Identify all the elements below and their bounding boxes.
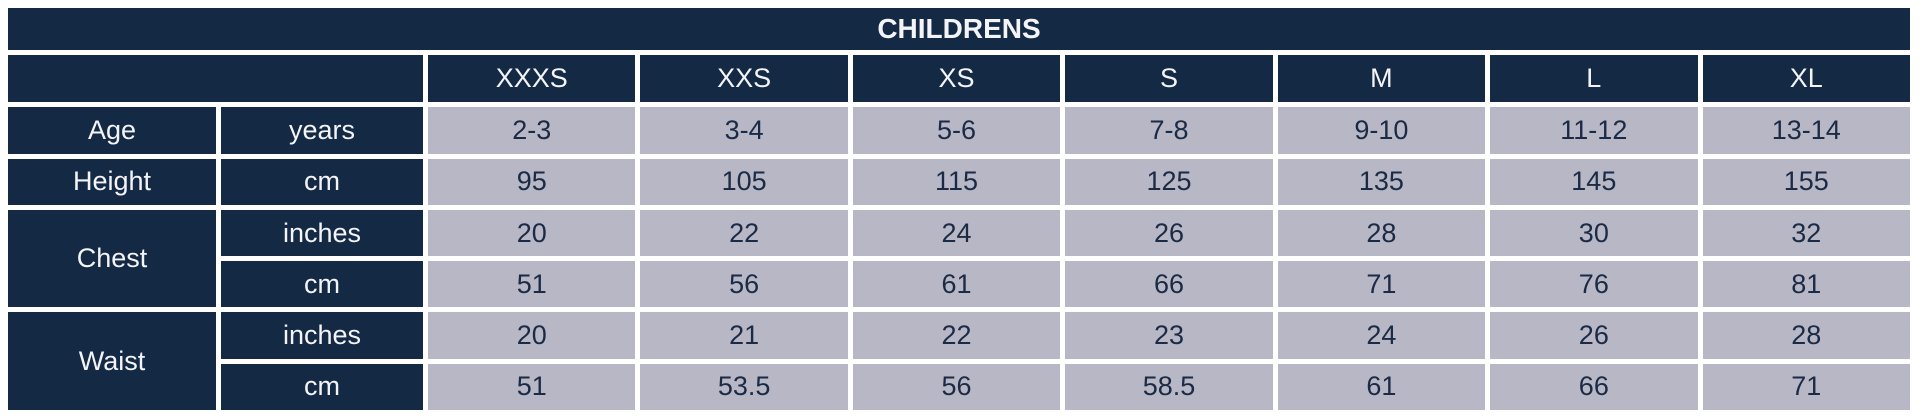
waist-inches-value-cell: 26 bbox=[1490, 312, 1698, 359]
age-value-cell: 13-14 bbox=[1702, 107, 1910, 154]
waist-cm-row: cm 51 53.5 56 58.5 61 66 71 bbox=[8, 363, 1910, 410]
age-value-cell: 3-4 bbox=[640, 107, 848, 154]
age-label-cell: Age bbox=[8, 107, 216, 154]
size-header-m: M bbox=[1277, 55, 1486, 103]
waist-label-cell: Waist bbox=[8, 312, 216, 410]
waist-inches-value-cell: 23 bbox=[1065, 312, 1273, 359]
chest-inches-value-cell: 22 bbox=[640, 209, 848, 257]
chest-cm-value-cell: 61 bbox=[852, 261, 1061, 308]
chest-cm-unit-cell: cm bbox=[221, 261, 423, 308]
waist-inches-value-cell: 28 bbox=[1702, 312, 1910, 359]
age-value-cell: 2-3 bbox=[428, 107, 636, 154]
chest-inches-value-cell: 24 bbox=[852, 209, 1061, 257]
height-value-cell: 115 bbox=[852, 158, 1061, 205]
waist-inches-value-cell: 20 bbox=[428, 312, 636, 359]
height-value-cell: 95 bbox=[428, 158, 636, 205]
chart-title: CHILDRENS bbox=[8, 8, 1910, 51]
chest-label-cell: Chest bbox=[8, 209, 216, 308]
height-row: Height cm 95 105 115 125 135 145 155 bbox=[8, 158, 1910, 205]
waist-cm-value-cell: 53.5 bbox=[640, 363, 848, 410]
age-row: Age years 2-3 3-4 5-6 7-8 9-10 11-12 13-… bbox=[8, 107, 1910, 154]
title-row: CHILDRENS bbox=[8, 8, 1910, 51]
chest-inches-value-cell: 30 bbox=[1490, 209, 1698, 257]
height-unit-cell: cm bbox=[221, 158, 423, 205]
waist-inches-row: Waist inches 20 21 22 23 24 26 28 bbox=[8, 312, 1910, 410]
height-value-cell: 155 bbox=[1702, 158, 1910, 205]
waist-inches-unit-cell: inches bbox=[221, 312, 423, 359]
age-value-cell: 9-10 bbox=[1277, 107, 1486, 154]
chest-cm-row: cm 51 56 61 66 71 76 81 bbox=[8, 261, 1910, 308]
waist-cm-value-cell: 51 bbox=[428, 363, 636, 410]
age-value-cell: 11-12 bbox=[1490, 107, 1698, 154]
chest-cm-value-cell: 51 bbox=[428, 261, 636, 308]
height-value-cell: 105 bbox=[640, 158, 848, 205]
chest-cm-value-cell: 76 bbox=[1490, 261, 1698, 308]
waist-cm-value-cell: 61 bbox=[1277, 363, 1486, 410]
chest-cm-value-cell: 66 bbox=[1065, 261, 1273, 308]
height-label-cell: Height bbox=[8, 158, 216, 205]
age-value-cell: 7-8 bbox=[1065, 107, 1273, 154]
age-value-cell: 5-6 bbox=[852, 107, 1061, 154]
size-row-spacer-cell bbox=[8, 55, 423, 103]
size-header-s: S bbox=[1065, 55, 1273, 103]
chest-inches-row: Chest inches 20 22 24 26 28 30 32 bbox=[8, 209, 1910, 308]
chest-cm-value-cell: 56 bbox=[640, 261, 848, 308]
height-value-cell: 135 bbox=[1277, 158, 1486, 205]
waist-inches-value-cell: 24 bbox=[1277, 312, 1486, 359]
waist-cm-value-cell: 66 bbox=[1490, 363, 1698, 410]
size-header-xl: XL bbox=[1702, 55, 1910, 103]
chest-inches-unit-cell: inches bbox=[221, 209, 423, 257]
waist-inches-value-cell: 21 bbox=[640, 312, 848, 359]
size-header-xs: XS bbox=[852, 55, 1061, 103]
chest-cm-value-cell: 71 bbox=[1277, 261, 1486, 308]
chest-inches-value-cell: 20 bbox=[428, 209, 636, 257]
chest-inches-value-cell: 26 bbox=[1065, 209, 1273, 257]
waist-cm-value-cell: 56 bbox=[852, 363, 1061, 410]
chest-inches-value-cell: 32 bbox=[1702, 209, 1910, 257]
age-unit-cell: years bbox=[221, 107, 423, 154]
size-header-xxs: XXS bbox=[640, 55, 848, 103]
size-header-xxxs: XXXS bbox=[428, 55, 636, 103]
size-header-l: L bbox=[1490, 55, 1698, 103]
size-header-row: XXXS XXS XS S M L XL bbox=[8, 55, 1910, 103]
waist-cm-value-cell: 71 bbox=[1702, 363, 1910, 410]
chest-inches-value-cell: 28 bbox=[1277, 209, 1486, 257]
waist-cm-unit-cell: cm bbox=[221, 363, 423, 410]
height-value-cell: 145 bbox=[1490, 158, 1698, 205]
childrens-size-chart-table: CHILDRENS XXXS XXS XS S M L XL Age years… bbox=[3, 3, 1915, 415]
waist-cm-value-cell: 58.5 bbox=[1065, 363, 1273, 410]
chest-cm-value-cell: 81 bbox=[1702, 261, 1910, 308]
waist-inches-value-cell: 22 bbox=[852, 312, 1061, 359]
height-value-cell: 125 bbox=[1065, 158, 1273, 205]
